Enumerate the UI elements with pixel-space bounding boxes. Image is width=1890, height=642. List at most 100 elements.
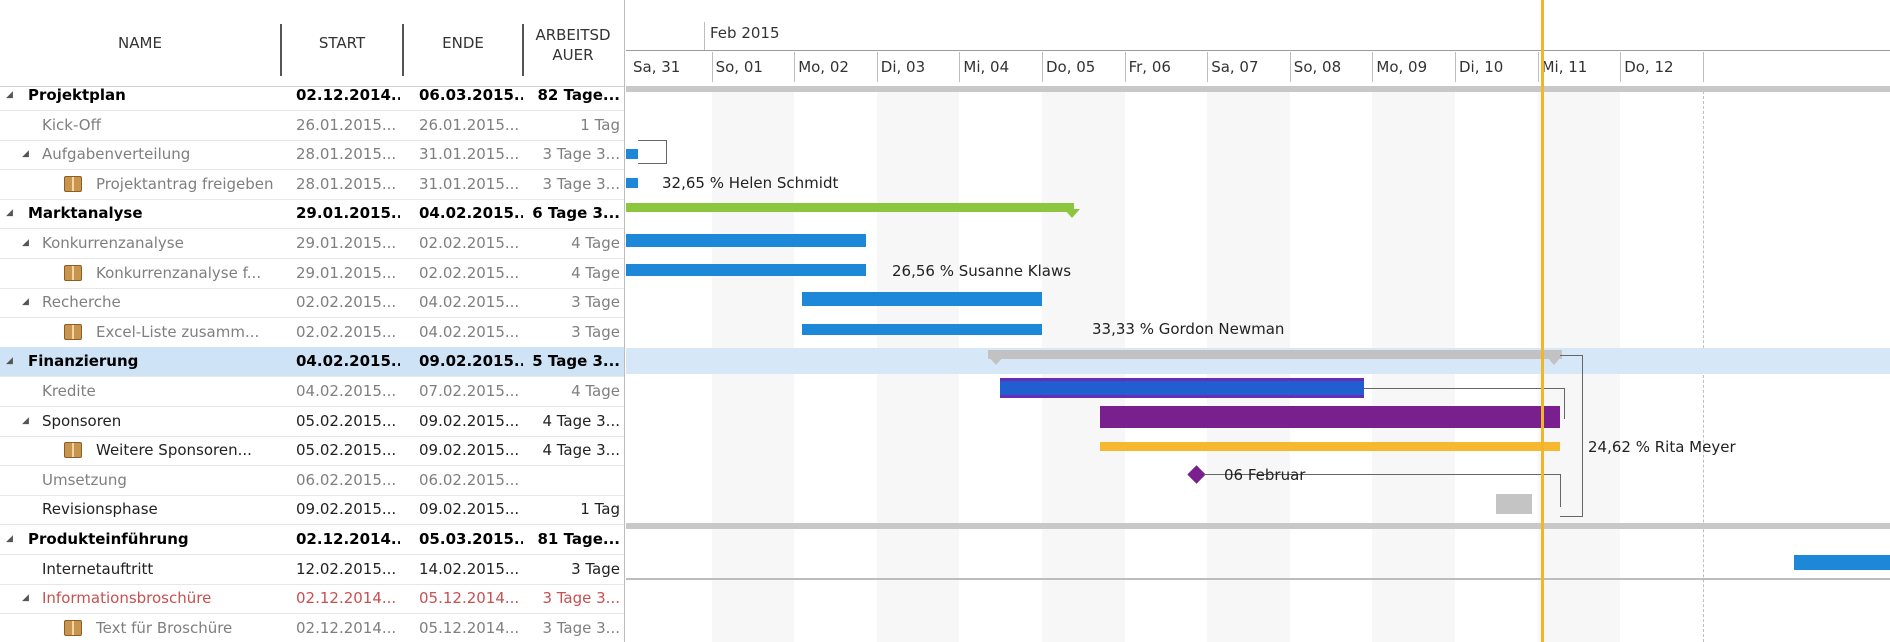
task-start: 02.12.2014... xyxy=(296,86,400,104)
dependency-connector xyxy=(1560,355,1583,517)
task-row[interactable]: Text für Broschüre 02.12.2014... 05.12.201… xyxy=(0,614,624,642)
task-row[interactable]: ◢ Aufgabenverteilung 28.01.2015... 31.01.20… xyxy=(0,140,624,171)
column-divider[interactable] xyxy=(522,24,524,76)
grid-header: NAME START ENDE ARBEITSD AUER xyxy=(0,0,624,87)
column-header-end[interactable]: ENDE xyxy=(442,34,484,52)
task-row[interactable]: Revisionsphase 09.02.2015... 09.02.2015...… xyxy=(0,495,624,526)
task-row[interactable]: ◢ Produkteinführung 02.12.2014... 05.03.201… xyxy=(0,525,624,555)
task-row[interactable]: Weitere Sponsoren... 05.02.2015... 09.02.2… xyxy=(0,436,624,467)
dependency-connector xyxy=(1364,388,1565,419)
task-start: 29.01.2015... xyxy=(296,263,397,282)
day-separator xyxy=(959,52,961,82)
task-name: Aufgabenverteilung xyxy=(42,145,191,164)
task-duration: 1 Tag xyxy=(580,500,620,519)
task-name: Text für Broschüre xyxy=(96,618,233,637)
day-header: So, 08 xyxy=(1293,58,1342,76)
summary-bar-finanzierung[interactable] xyxy=(988,350,1562,359)
day-separator xyxy=(876,52,878,82)
task-bar-aufgabenverteilung[interactable] xyxy=(626,149,638,159)
task-start: 02.02.2015... xyxy=(296,293,397,312)
task-row[interactable]: Internetauftritt 12.02.2015... 14.02.2015.… xyxy=(0,555,624,585)
task-row[interactable]: Excel-Liste zusamm... 02.02.2015... 04.02.… xyxy=(0,318,624,348)
task-end: 04.02.2015... xyxy=(419,204,523,223)
package-icon xyxy=(64,442,82,459)
expand-toggle-icon[interactable]: ◢ xyxy=(22,238,29,248)
day-separator xyxy=(1042,52,1043,82)
task-duration: 4 Tage xyxy=(571,263,620,282)
task-row[interactable]: ◢ Projektplan 02.12.2014... 06.03.2015... 82… xyxy=(0,81,624,111)
day-separator xyxy=(1124,52,1126,82)
summary-bar-marktanalyse[interactable] xyxy=(626,203,1074,212)
gantt-chart: Feb 2015 Sa, 31 So, 01 Mo, 02 Di, 03 Mi, 04 D… xyxy=(626,0,1890,642)
summary-cap-icon xyxy=(1546,356,1562,365)
task-bar-revisionsphase[interactable] xyxy=(1496,494,1532,514)
task-name: Konkurrenzanalyse xyxy=(42,234,184,252)
task-name: Informationsbroschüre xyxy=(42,589,212,608)
task-row[interactable]: ◢ Marktanalyse 29.01.2015... 04.02.2015... 6… xyxy=(0,199,624,230)
label-gordon-newman: 33,33 % Gordon Newman xyxy=(1092,320,1285,338)
task-bar-internetauftritt[interactable] xyxy=(1794,555,1890,570)
task-row[interactable]: ◢ Finanzierung 04.02.2015... 09.02.2015... 5… xyxy=(0,347,624,378)
task-row[interactable]: Konkurrenzanalyse f... 29.01.2015... 02.02… xyxy=(0,259,624,289)
task-row[interactable]: ◢ Konkurrenzanalyse 29.01.2015... 02.02.201… xyxy=(0,229,624,259)
task-bar-sponsoren[interactable] xyxy=(1100,406,1560,428)
task-end: 07.02.2015... xyxy=(419,382,520,400)
task-start: 02.12.2014... xyxy=(296,618,397,637)
expand-toggle-icon[interactable]: ◢ xyxy=(6,534,13,544)
task-row[interactable]: Umsetzung 06.02.2015... 06.02.2015... xyxy=(0,466,624,496)
task-end: 06.02.2015... xyxy=(419,470,520,489)
column-header-name[interactable]: NAME xyxy=(118,34,162,52)
task-row[interactable]: ◢ Recherche 02.02.2015... 04.02.2015... 3 Ta… xyxy=(0,288,624,319)
task-row[interactable]: Projektantrag freigeben 28.01.2015... 31.0… xyxy=(0,170,624,200)
column-header-duration[interactable]: ARBEITSD AUER xyxy=(535,26,611,64)
expand-toggle-icon[interactable]: ◢ xyxy=(6,208,13,219)
day-header: Mo, 09 xyxy=(1376,58,1428,76)
day-header: So, 01 xyxy=(715,58,763,76)
expand-toggle-icon[interactable]: ◢ xyxy=(6,90,13,100)
task-bar-konkurrenzanalyse-f[interactable] xyxy=(626,264,866,276)
expand-toggle-icon[interactable]: ◢ xyxy=(22,593,29,604)
task-end: 09.02.2015... xyxy=(419,441,520,460)
day-header: Sa, 31 xyxy=(633,58,681,76)
task-bar-recherche[interactable] xyxy=(802,292,1042,306)
task-end: 04.02.2015... xyxy=(419,293,520,312)
task-duration: 81 Tage... xyxy=(537,530,620,548)
task-end: 02.02.2015... xyxy=(419,234,520,252)
day-header: Mo, 02 xyxy=(798,58,849,76)
task-row[interactable]: ◢ Sponsoren 05.02.2015... 09.02.2015... 4 Ta… xyxy=(0,407,624,437)
task-duration: 4 Tage 3... xyxy=(542,411,620,430)
task-start: 05.02.2015... xyxy=(296,411,397,430)
task-bar-excel-liste[interactable] xyxy=(802,324,1042,335)
task-bar-projektantrag[interactable] xyxy=(626,178,638,188)
task-start: 12.02.2015... xyxy=(296,559,397,578)
task-start: 05.02.2015... xyxy=(296,441,397,460)
expand-toggle-icon[interactable]: ◢ xyxy=(22,415,29,426)
task-name: Revisionsphase xyxy=(42,500,158,519)
day-header: Di, 03 xyxy=(880,58,926,76)
summary-line-produkteinfuehrung xyxy=(626,523,1890,529)
task-name: Kick-Off xyxy=(42,115,101,134)
task-duration: 6 Tage 3... xyxy=(532,204,620,223)
task-row[interactable]: Kick-Off 26.01.2015... 26.01.2015... 1 Tag xyxy=(0,111,624,141)
column-divider[interactable] xyxy=(280,24,282,76)
task-end: 06.03.2015... xyxy=(419,86,523,104)
task-name: Umsetzung xyxy=(42,470,127,489)
task-start: 29.01.2015... xyxy=(296,234,397,252)
task-name: Marktanalyse xyxy=(28,204,143,223)
task-row[interactable]: ◢ Informationsbroschüre 02.12.2014... 05.12… xyxy=(0,584,624,615)
task-bar-kredite[interactable] xyxy=(1000,378,1364,398)
day-header: Mi, 11 xyxy=(1541,58,1588,76)
expand-toggle-icon[interactable]: ◢ xyxy=(6,356,13,367)
task-bar-konkurrenzanalyse[interactable] xyxy=(626,234,866,247)
expand-toggle-icon[interactable]: ◢ xyxy=(22,297,29,308)
task-row[interactable]: Kredite 04.02.2015... 07.02.2015... 4 Tage xyxy=(0,377,624,407)
column-divider[interactable] xyxy=(402,24,404,76)
task-start: 02.02.2015... xyxy=(296,322,397,341)
column-header-start[interactable]: START xyxy=(318,34,366,52)
task-bar-weitere-sponsoren[interactable] xyxy=(1100,442,1560,451)
expand-toggle-icon[interactable]: ◢ xyxy=(22,149,29,160)
package-icon xyxy=(64,619,82,636)
task-duration: 3 Tage xyxy=(571,293,620,312)
task-start: 02.12.2014... xyxy=(296,589,397,608)
